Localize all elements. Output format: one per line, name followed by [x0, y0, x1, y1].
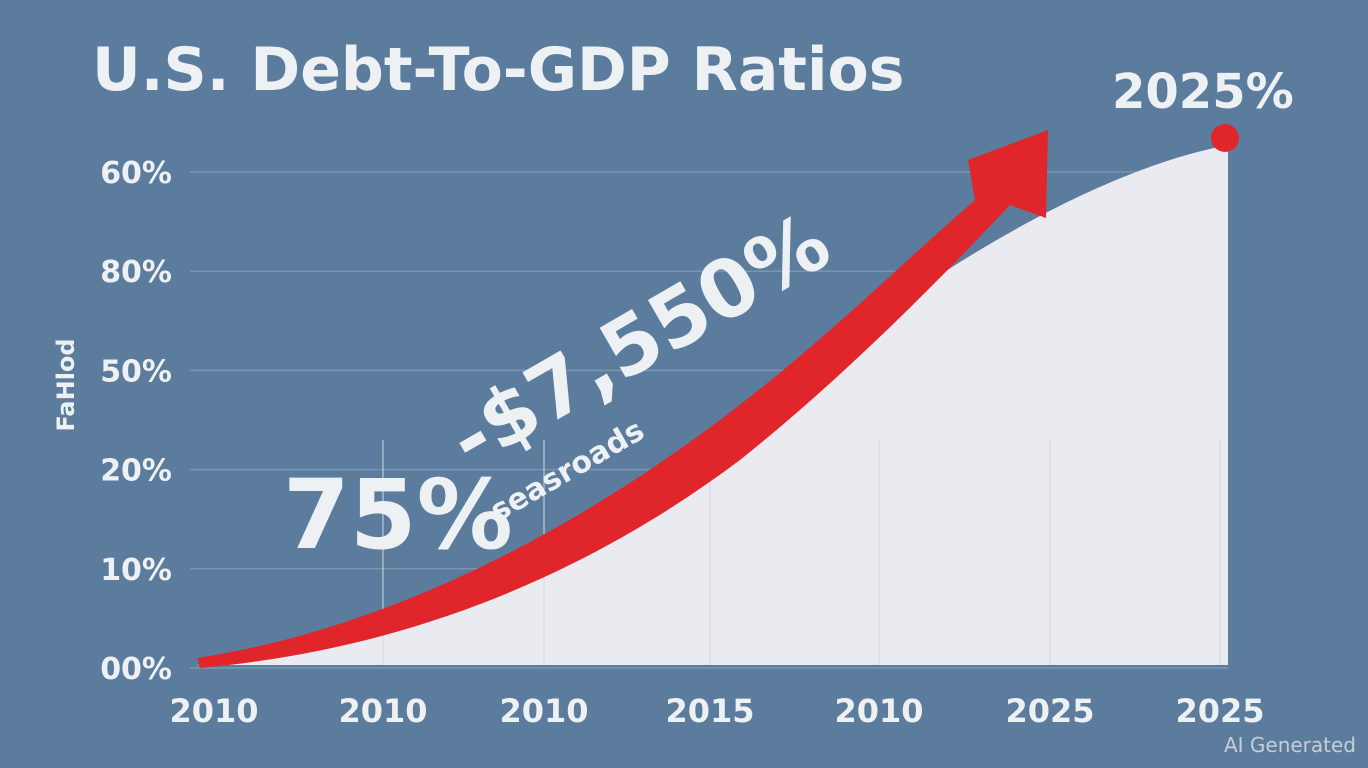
end-label: 2025% — [1112, 64, 1294, 120]
area — [197, 145, 1228, 665]
y-tick-label: 20% — [100, 454, 172, 489]
watermark: AI Generated — [1224, 733, 1356, 757]
y-tick-label: 00% — [100, 652, 172, 687]
y-tick-label: 50% — [100, 354, 172, 389]
y-tick-label: 80% — [100, 255, 172, 290]
chart-title: U.S. Debt-To-GDP Ratios — [92, 35, 905, 105]
x-tick-label: 2015 — [665, 692, 754, 730]
x-tick-label: 2010 — [499, 692, 588, 730]
end-dot — [1211, 124, 1239, 152]
x-tick-label: 2010 — [834, 692, 923, 730]
y-tick-label: 10% — [100, 553, 172, 588]
x-tick-label: 2025 — [1175, 692, 1264, 730]
x-tick-label: 2010 — [169, 692, 258, 730]
y-tick-label: 60% — [100, 156, 172, 191]
x-tick-label: 2025 — [1005, 692, 1094, 730]
x-tick-label: 2010 — [338, 692, 427, 730]
y-axis-title: FaHlod — [52, 338, 80, 431]
big-label: 75% — [283, 459, 513, 571]
